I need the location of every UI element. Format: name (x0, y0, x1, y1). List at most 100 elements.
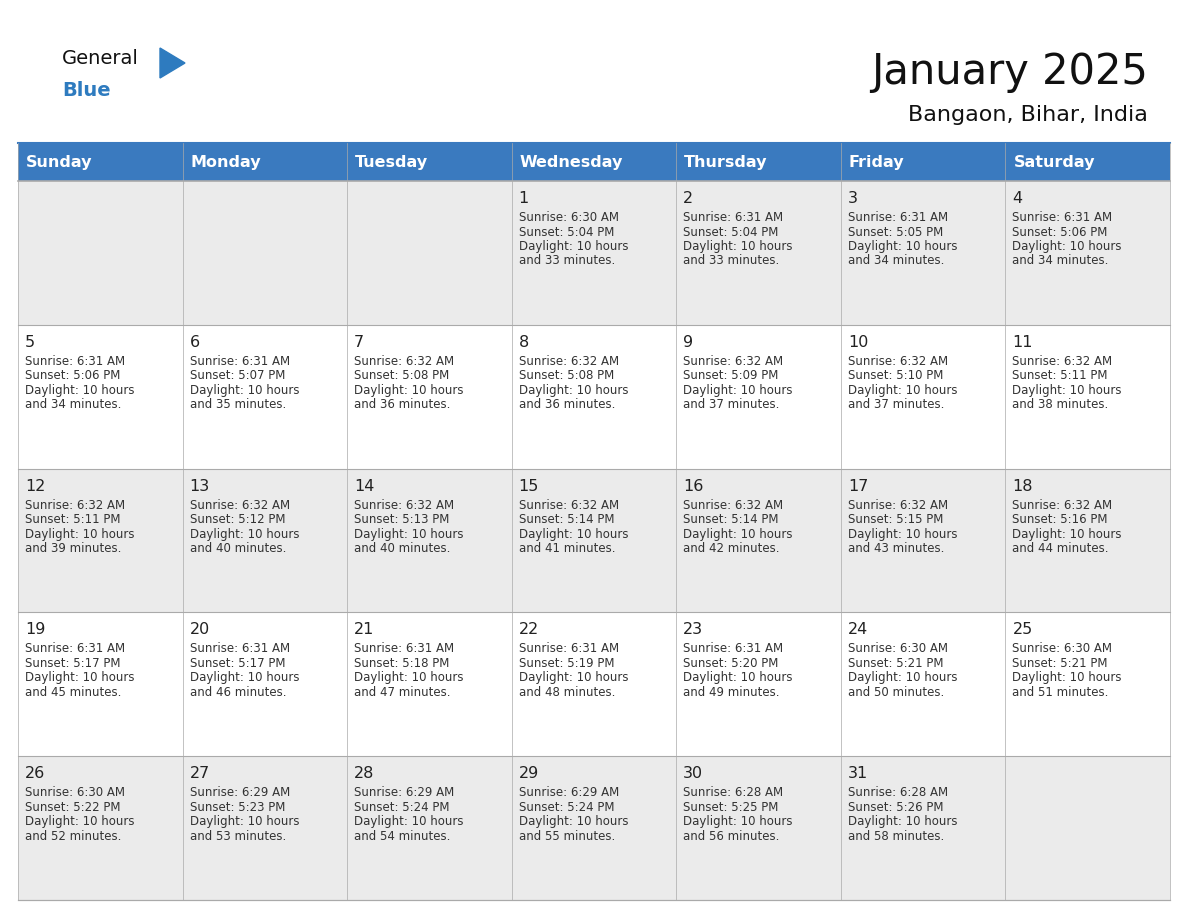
Text: Daylight: 10 hours: Daylight: 10 hours (25, 384, 134, 397)
Text: Sunrise: 6:32 AM: Sunrise: 6:32 AM (848, 354, 948, 368)
Text: Sunset: 5:07 PM: Sunset: 5:07 PM (190, 369, 285, 382)
Text: Sunset: 5:13 PM: Sunset: 5:13 PM (354, 513, 449, 526)
Text: Daylight: 10 hours: Daylight: 10 hours (190, 815, 299, 828)
Text: Daylight: 10 hours: Daylight: 10 hours (848, 240, 958, 253)
Text: Sunset: 5:06 PM: Sunset: 5:06 PM (1012, 226, 1107, 239)
Text: Wednesday: Wednesday (519, 154, 623, 170)
Text: Daylight: 10 hours: Daylight: 10 hours (519, 815, 628, 828)
Text: Sunset: 5:04 PM: Sunset: 5:04 PM (519, 226, 614, 239)
Bar (676, 325, 841, 468)
Text: Daylight: 10 hours: Daylight: 10 hours (519, 528, 628, 541)
Text: Sunrise: 6:31 AM: Sunrise: 6:31 AM (354, 643, 454, 655)
Bar (1005, 325, 1170, 468)
Text: January 2025: January 2025 (871, 51, 1148, 93)
Text: and 44 minutes.: and 44 minutes. (1012, 543, 1108, 555)
Bar (347, 181, 512, 325)
Bar (676, 612, 841, 756)
Text: and 40 minutes.: and 40 minutes. (190, 543, 286, 555)
Bar (512, 612, 676, 756)
Text: 13: 13 (190, 478, 210, 494)
Bar (347, 756, 512, 900)
Bar (347, 143, 512, 181)
Text: Sunset: 5:21 PM: Sunset: 5:21 PM (1012, 657, 1108, 670)
Text: 27: 27 (190, 767, 210, 781)
Bar (512, 325, 676, 468)
Text: 1: 1 (519, 191, 529, 206)
Text: Sunrise: 6:32 AM: Sunrise: 6:32 AM (519, 354, 619, 368)
Text: Sunrise: 6:30 AM: Sunrise: 6:30 AM (848, 643, 948, 655)
Bar (676, 181, 841, 325)
Text: Sunrise: 6:32 AM: Sunrise: 6:32 AM (683, 498, 783, 511)
Text: and 41 minutes.: and 41 minutes. (519, 543, 615, 555)
Text: Sunset: 5:14 PM: Sunset: 5:14 PM (519, 513, 614, 526)
Text: Sunset: 5:12 PM: Sunset: 5:12 PM (190, 513, 285, 526)
Text: 2: 2 (683, 191, 694, 206)
Text: Sunrise: 6:32 AM: Sunrise: 6:32 AM (354, 354, 454, 368)
Bar (841, 612, 1005, 756)
Text: 18: 18 (1012, 478, 1032, 494)
Text: 15: 15 (519, 478, 539, 494)
Text: Sunrise: 6:32 AM: Sunrise: 6:32 AM (1012, 498, 1112, 511)
Bar (18, 468, 183, 612)
Text: and 53 minutes.: and 53 minutes. (190, 830, 286, 843)
Text: Daylight: 10 hours: Daylight: 10 hours (683, 240, 792, 253)
Text: Daylight: 10 hours: Daylight: 10 hours (1012, 384, 1121, 397)
Text: Daylight: 10 hours: Daylight: 10 hours (354, 815, 463, 828)
Text: 16: 16 (683, 478, 703, 494)
Text: 10: 10 (848, 335, 868, 350)
Bar (512, 181, 676, 325)
Bar (841, 143, 1005, 181)
Text: and 34 minutes.: and 34 minutes. (1012, 254, 1108, 267)
Text: Sunrise: 6:32 AM: Sunrise: 6:32 AM (848, 498, 948, 511)
Bar (18, 143, 183, 181)
Text: Sunrise: 6:32 AM: Sunrise: 6:32 AM (1012, 354, 1112, 368)
Text: Sunset: 5:06 PM: Sunset: 5:06 PM (25, 369, 120, 382)
Text: Daylight: 10 hours: Daylight: 10 hours (1012, 671, 1121, 685)
Text: and 33 minutes.: and 33 minutes. (519, 254, 615, 267)
Text: and 47 minutes.: and 47 minutes. (354, 686, 450, 699)
Text: and 34 minutes.: and 34 minutes. (25, 398, 121, 411)
Text: Daylight: 10 hours: Daylight: 10 hours (519, 671, 628, 685)
Bar (1005, 756, 1170, 900)
Text: Sunset: 5:04 PM: Sunset: 5:04 PM (683, 226, 778, 239)
Text: and 51 minutes.: and 51 minutes. (1012, 686, 1108, 699)
Text: Sunrise: 6:28 AM: Sunrise: 6:28 AM (848, 786, 948, 800)
Text: Bangaon, Bihar, India: Bangaon, Bihar, India (908, 105, 1148, 125)
Text: Daylight: 10 hours: Daylight: 10 hours (190, 671, 299, 685)
Text: Sunset: 5:10 PM: Sunset: 5:10 PM (848, 369, 943, 382)
Bar (841, 468, 1005, 612)
Text: and 52 minutes.: and 52 minutes. (25, 830, 121, 843)
Text: Daylight: 10 hours: Daylight: 10 hours (25, 528, 134, 541)
Text: Daylight: 10 hours: Daylight: 10 hours (519, 384, 628, 397)
Text: Sunset: 5:16 PM: Sunset: 5:16 PM (1012, 513, 1108, 526)
Text: and 48 minutes.: and 48 minutes. (519, 686, 615, 699)
Text: Sunrise: 6:31 AM: Sunrise: 6:31 AM (190, 354, 290, 368)
Text: Sunrise: 6:29 AM: Sunrise: 6:29 AM (519, 786, 619, 800)
Text: and 55 minutes.: and 55 minutes. (519, 830, 615, 843)
Text: Daylight: 10 hours: Daylight: 10 hours (683, 671, 792, 685)
Bar (512, 756, 676, 900)
Bar (347, 468, 512, 612)
Text: Daylight: 10 hours: Daylight: 10 hours (354, 528, 463, 541)
Text: 26: 26 (25, 767, 45, 781)
Text: 4: 4 (1012, 191, 1023, 206)
Bar (841, 756, 1005, 900)
Bar (183, 143, 347, 181)
Text: and 43 minutes.: and 43 minutes. (848, 543, 944, 555)
Bar (676, 143, 841, 181)
Text: and 34 minutes.: and 34 minutes. (848, 254, 944, 267)
Text: Sunset: 5:17 PM: Sunset: 5:17 PM (190, 657, 285, 670)
Text: Sunrise: 6:32 AM: Sunrise: 6:32 AM (190, 498, 290, 511)
Text: and 45 minutes.: and 45 minutes. (25, 686, 121, 699)
Text: 31: 31 (848, 767, 868, 781)
Text: and 56 minutes.: and 56 minutes. (683, 830, 779, 843)
Text: Thursday: Thursday (684, 154, 767, 170)
Text: Sunset: 5:09 PM: Sunset: 5:09 PM (683, 369, 778, 382)
Text: Sunrise: 6:31 AM: Sunrise: 6:31 AM (519, 643, 619, 655)
Text: Daylight: 10 hours: Daylight: 10 hours (683, 384, 792, 397)
Text: Sunrise: 6:31 AM: Sunrise: 6:31 AM (190, 643, 290, 655)
Text: and 58 minutes.: and 58 minutes. (848, 830, 944, 843)
Bar (183, 468, 347, 612)
Text: Daylight: 10 hours: Daylight: 10 hours (25, 671, 134, 685)
Bar (183, 612, 347, 756)
